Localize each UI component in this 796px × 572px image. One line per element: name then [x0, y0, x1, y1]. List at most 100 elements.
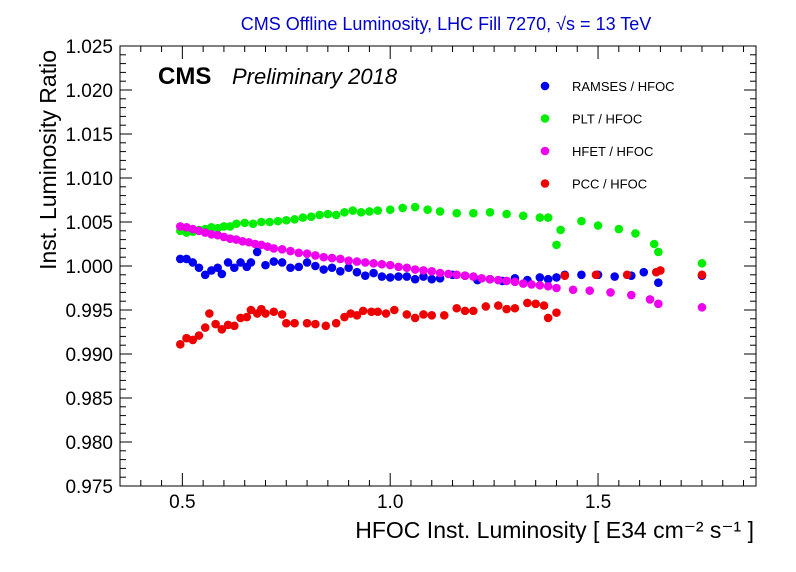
data-point — [427, 266, 437, 276]
data-point — [352, 310, 362, 320]
data-point — [286, 246, 295, 256]
data-point — [510, 277, 520, 287]
data-point — [321, 321, 331, 331]
data-point — [273, 216, 283, 226]
axis-ticks: 0.975 0.980 0.985 0.990 0.995 1.000 1.005 1.010… — [65, 37, 756, 513]
data-point — [277, 310, 287, 319]
data-point — [277, 258, 287, 267]
data-point — [246, 258, 256, 267]
data-point — [556, 225, 565, 235]
data-point — [410, 274, 420, 284]
data-point — [585, 286, 595, 295]
data-point — [452, 303, 462, 313]
data-point — [373, 206, 383, 215]
series-0 — [175, 247, 707, 288]
data-point — [327, 263, 337, 273]
x-tick-label: 0.5 — [169, 492, 195, 513]
data-point — [435, 207, 445, 216]
data-point — [331, 318, 341, 328]
data-point — [639, 267, 649, 277]
data-point — [452, 208, 462, 218]
legend: RAMSES / HFOC PLT / HFOC HFET / HFOC PCC / … — [540, 79, 675, 192]
data-point — [175, 340, 185, 349]
data-point — [552, 283, 561, 293]
experiment-label: CMS — [158, 63, 211, 90]
data-point — [493, 301, 503, 310]
chart-title-group: CMS Offline Luminosity, LHC Fill 7270, √… — [241, 14, 652, 34]
legend-marker — [540, 179, 550, 188]
data-point — [319, 265, 328, 274]
data-point — [269, 244, 279, 253]
x-tick-label: 1.5 — [585, 492, 611, 513]
data-point — [188, 335, 198, 345]
data-point — [552, 240, 561, 250]
y-tick-label: 0.990 — [65, 345, 113, 366]
data-point — [510, 303, 520, 313]
data-point — [200, 270, 210, 280]
series-3 — [175, 266, 707, 349]
data-point — [419, 272, 428, 281]
data-point — [286, 263, 295, 273]
data-point — [248, 219, 258, 229]
x-tick-label: 1.0 — [377, 492, 403, 513]
data-point — [358, 306, 368, 316]
data-point — [327, 253, 337, 263]
data-point — [377, 272, 387, 281]
legend-marker — [540, 146, 550, 156]
data-point — [194, 331, 204, 340]
data-point — [242, 312, 252, 322]
data-point — [697, 303, 707, 312]
data-point — [265, 217, 274, 227]
data-point — [236, 258, 245, 267]
data-point — [211, 319, 220, 329]
data-point — [485, 274, 495, 284]
data-point — [217, 325, 227, 334]
data-point — [518, 279, 528, 288]
data-point — [543, 281, 553, 291]
data-point — [419, 266, 428, 275]
data-point — [552, 273, 561, 282]
y-tick-label: 1.000 — [65, 257, 113, 278]
data-point — [427, 274, 437, 284]
data-point — [398, 203, 407, 213]
data-point — [302, 249, 312, 258]
data-point — [394, 262, 403, 272]
data-point — [535, 213, 545, 222]
data-point — [385, 260, 395, 270]
data-point — [410, 202, 420, 212]
data-point — [281, 215, 291, 225]
y-axis-label: Inst. Luminosity Ratio — [35, 50, 61, 270]
data-point — [302, 318, 312, 328]
data-point — [306, 212, 316, 222]
data-point — [188, 258, 198, 267]
data-point — [523, 298, 532, 308]
data-point — [323, 209, 333, 219]
data-point — [232, 219, 241, 229]
data-point — [269, 257, 279, 266]
y-tick-label: 0.980 — [65, 433, 113, 454]
data-point — [502, 304, 511, 314]
legend-marker — [540, 81, 550, 91]
data-point — [340, 208, 349, 217]
data-point — [419, 310, 428, 319]
data-point — [560, 271, 570, 280]
data-point — [360, 258, 370, 267]
y-tick-label: 1.025 — [65, 37, 113, 58]
data-point — [290, 318, 299, 328]
data-point — [331, 210, 341, 220]
data-point — [281, 318, 291, 328]
data-point — [568, 285, 578, 295]
data-point — [452, 270, 462, 280]
data-point — [230, 263, 239, 273]
title-energy-label: √s = 13 TeV — [551, 14, 651, 34]
data-point — [394, 272, 403, 281]
data-point — [336, 266, 345, 276]
data-point — [352, 257, 362, 266]
data-point — [200, 323, 210, 332]
data-point — [469, 306, 478, 316]
data-point — [352, 267, 362, 277]
data-point — [344, 263, 353, 273]
data-point — [252, 247, 262, 257]
data-point — [469, 208, 478, 218]
